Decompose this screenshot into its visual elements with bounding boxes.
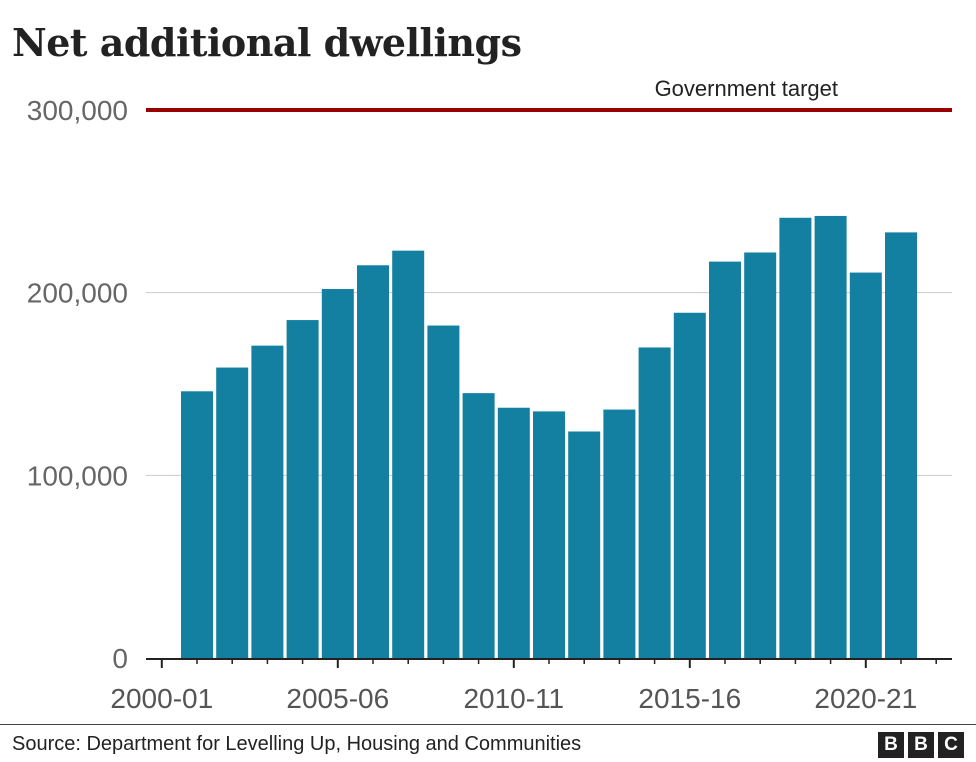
bar	[286, 320, 319, 658]
logo-letter: C	[938, 732, 964, 758]
bar	[638, 347, 671, 658]
y-tick-label: 0	[112, 643, 128, 674]
bar	[779, 217, 812, 659]
bar	[814, 215, 847, 659]
bbc-logo: B B C	[878, 732, 964, 758]
x-tick-label: 2020-21	[814, 683, 917, 714]
y-tick-label: 300,000	[27, 95, 128, 126]
footer-divider	[0, 724, 976, 725]
x-tick-label: 2015-16	[638, 683, 741, 714]
bar	[462, 393, 495, 658]
bar	[603, 409, 636, 658]
source-text: Source: Department for Levelling Up, Hou…	[12, 733, 582, 755]
bar	[357, 265, 389, 658]
x-tick-label: 2010-11	[463, 683, 564, 714]
bar	[849, 272, 882, 658]
logo-letter: B	[878, 732, 904, 758]
x-tick-label: 2000-01	[110, 683, 213, 714]
bar	[251, 345, 284, 658]
bar	[673, 312, 706, 658]
bar-chart: 0 100,000 200,000 300,000 Government target 2…	[27, 76, 952, 714]
bar	[392, 250, 425, 659]
chart-title: Net additional dwellings	[12, 20, 522, 65]
bar	[427, 325, 460, 658]
bar	[181, 391, 213, 658]
y-tick-label: 200,000	[27, 278, 128, 309]
bar	[321, 289, 354, 658]
bar	[885, 232, 917, 659]
y-tick-label: 100,000	[27, 460, 128, 491]
logo-letter: B	[908, 732, 934, 758]
bar	[744, 252, 777, 659]
bar	[568, 431, 601, 658]
bar	[497, 407, 530, 658]
bar	[709, 261, 741, 658]
bar	[533, 411, 565, 658]
x-tick-label: 2005-06	[286, 683, 389, 714]
bar	[216, 367, 249, 658]
reference-line-label: Government target	[655, 76, 838, 101]
